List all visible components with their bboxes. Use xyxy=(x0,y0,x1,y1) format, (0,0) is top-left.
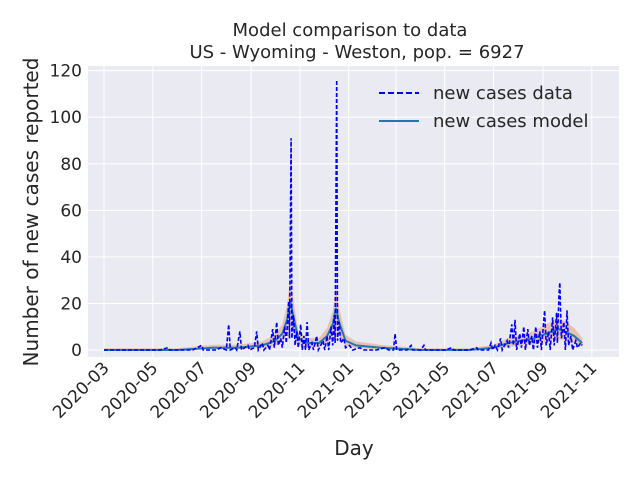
series-line-data xyxy=(104,79,583,353)
y-tick-label: 20 xyxy=(60,294,82,314)
y-tick-label: 100 xyxy=(50,108,82,128)
y-ticks: 0 20 40 60 80 100 120 xyxy=(50,62,82,361)
series-layer xyxy=(104,79,583,353)
y-tick-label: 60 xyxy=(60,201,82,221)
chart-title-line1: Model comparison to data xyxy=(233,20,468,41)
grid xyxy=(88,66,619,357)
legend-model-label: new cases model xyxy=(433,111,588,132)
y-tick-label: 40 xyxy=(60,248,82,268)
legend: new cases data new cases model xyxy=(379,83,588,132)
y-tick-label: 120 xyxy=(50,62,82,82)
x-axis-label: Day xyxy=(334,436,374,460)
legend-data-label: new cases data xyxy=(433,83,573,104)
y-tick-label: 80 xyxy=(60,155,82,175)
y-tick-label: 0 xyxy=(71,341,82,361)
x-ticks: 2020-032020-052020-072020-092020-112021-… xyxy=(49,358,601,422)
plot-area xyxy=(88,66,619,357)
chart-title-line2: US - Wyoming - Weston, pop. = 6927 xyxy=(189,42,524,63)
y-axis-label: Number of new cases reported xyxy=(19,58,43,367)
series-line-model xyxy=(104,300,583,351)
